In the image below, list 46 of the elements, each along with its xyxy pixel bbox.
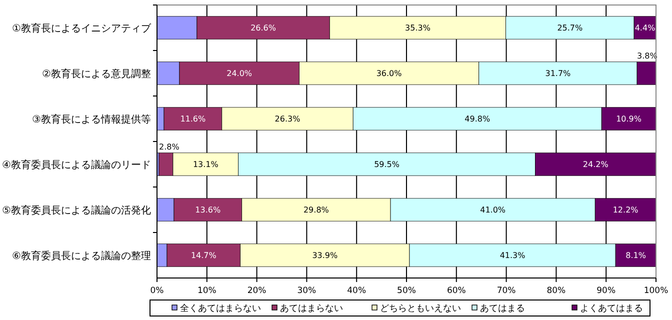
legend-label: あてはまる — [480, 304, 525, 314]
data-label: 11.6% — [180, 114, 206, 124]
y-tick-label: ⑥教育委員長による議論の整理 — [12, 250, 151, 262]
data-label: 31.7% — [545, 69, 572, 78]
data-label: 49.8% — [464, 114, 490, 124]
data-label: 26.6% — [250, 24, 276, 33]
data-label: 36.0% — [376, 69, 402, 78]
data-label: 41.0% — [480, 206, 506, 215]
data-label: 35.3% — [405, 24, 431, 33]
data-label: 12.2% — [612, 206, 639, 215]
data-label: 29.8% — [303, 206, 330, 215]
x-tick-label: 60% — [446, 286, 466, 296]
data-label: 13.6% — [195, 206, 221, 215]
y-tick-label: ⑤教育委員長による議論の活発化 — [2, 204, 151, 216]
x-tick-label: 90% — [596, 286, 616, 296]
x-tick-label: 40% — [347, 286, 366, 296]
data-label: 2.8% — [158, 142, 180, 152]
legend-label: あてはまらない — [280, 304, 343, 314]
y-tick-label: ④教育委員長による議論のリード — [2, 158, 151, 171]
data-label: 59.5% — [374, 160, 400, 170]
x-tick-label: 50% — [397, 286, 416, 296]
data-label: 14.7% — [190, 251, 217, 260]
x-tick-label: 100% — [644, 286, 668, 296]
y-tick-label: ②教育長による意見調整 — [42, 68, 151, 80]
data-label: 4.4% — [634, 24, 656, 33]
data-label: 41.3% — [500, 251, 526, 260]
data-label: 10.9% — [616, 114, 642, 124]
y-tick-label: ③教育長による情報提供等 — [32, 113, 151, 126]
x-tick-label: 10% — [197, 286, 216, 296]
data-label: 13.1% — [192, 160, 219, 170]
data-label: 25.7% — [557, 24, 584, 33]
legend-label: どちらともいえない — [380, 304, 461, 314]
data-label: 24.0% — [226, 69, 252, 78]
x-tick-label: 0% — [150, 286, 164, 296]
data-label: 33.9% — [312, 251, 338, 260]
data-label: 8.1% — [626, 251, 646, 260]
x-tick-label: 80% — [546, 286, 566, 296]
x-tick-label: 70% — [496, 286, 516, 296]
legend-label: よくあてはまる — [580, 304, 643, 314]
data-label: 26.3% — [274, 114, 301, 124]
y-tick-label: ①教育長によるイニシアティブ — [12, 22, 152, 34]
data-label: 24.2% — [582, 160, 609, 170]
legend-label: 全くあてはまらない — [180, 303, 261, 314]
x-tick-label: 20% — [247, 286, 266, 296]
x-tick-label: 30% — [297, 286, 316, 296]
data-label: 3.8% — [637, 52, 658, 61]
